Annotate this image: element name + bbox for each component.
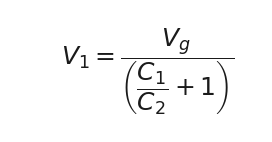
Text: $V_1 = \dfrac{V_g}{\left(\dfrac{C_1}{C_2} + 1\right)}$: $V_1 = \dfrac{V_g}{\left(\dfrac{C_1}{C_2… — [61, 26, 234, 117]
